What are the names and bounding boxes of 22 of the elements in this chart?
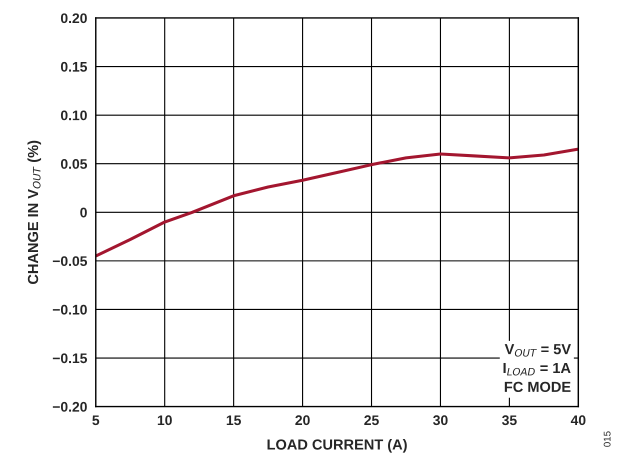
x-tick-label: 20: [295, 415, 310, 426]
text: 015: [604, 431, 611, 447]
x-tick-label: 25: [364, 415, 379, 426]
y-axis-title: CHANGE IN V$_{OUT}$ (%): [27, 140, 42, 284]
text: V$_{OUT}$ = 5V I$_{LOAD}$ = 1A FC MODE: [504, 344, 571, 392]
y-tick-label: 0.20: [60, 13, 87, 24]
x-tick-label: 30: [433, 415, 448, 426]
y-tick-label: −0.20: [52, 402, 87, 412]
x-tick-label: 5: [92, 415, 100, 426]
x-tick-label: 35: [502, 415, 517, 426]
y-tick-label: −0.05: [52, 256, 88, 266]
y-tick-label: −0.10: [52, 304, 87, 315]
y-tick-label: 0.05: [60, 159, 88, 169]
x-tick-label: 10: [158, 415, 172, 426]
y-tick-label: −0.15: [52, 353, 88, 364]
y-tick-label: 0.15: [60, 62, 88, 72]
x-tick-label: 40: [570, 415, 586, 426]
y-tick-label: 0: [80, 208, 87, 218]
line-series: [96, 148, 578, 258]
x-tick-label: 15: [226, 415, 241, 426]
x-axis-title: LOAD CURRENT (A): [268, 438, 407, 453]
y-tick-label: 0.10: [60, 110, 87, 120]
